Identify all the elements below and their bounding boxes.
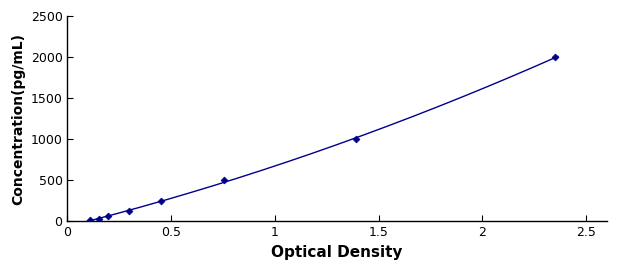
X-axis label: Optical Density: Optical Density [271, 245, 403, 260]
Y-axis label: Concentration(pg/mL): Concentration(pg/mL) [11, 33, 25, 205]
